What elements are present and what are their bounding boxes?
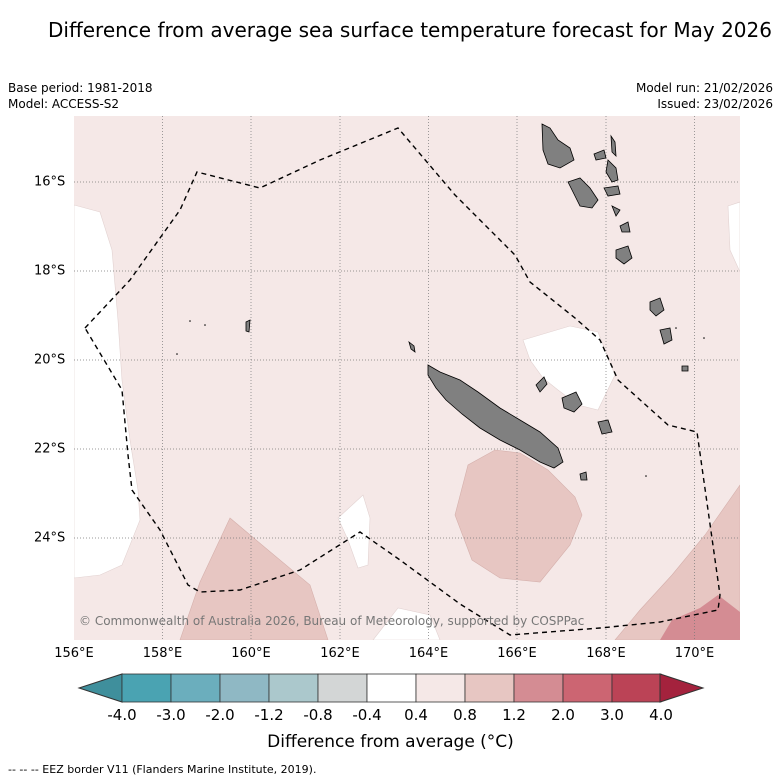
colorbar-segment: [170, 673, 221, 703]
colorbar-tick-label: 4.0: [649, 706, 673, 724]
land-mare: [597, 419, 613, 435]
colorbar-tick-label: 3.0: [600, 706, 624, 724]
colorbar-segment: [611, 673, 662, 703]
colorbar-tick-label: 2.0: [551, 706, 575, 724]
colorbar-tick-label: 0.4: [404, 706, 428, 724]
colorbar-tick-label: 1.2: [502, 706, 526, 724]
colorbar-title: Difference from average (°C): [267, 732, 514, 752]
land-new-caledonia: [427, 364, 564, 469]
colorbar-segment: [121, 673, 172, 703]
land-chesterfield: [245, 319, 251, 333]
colorbar-extend-low: [77, 673, 123, 703]
land-pentecost: [605, 159, 619, 183]
colorbar-tick-label: -0.4: [352, 706, 382, 724]
longitude-label: 164°E: [408, 646, 449, 661]
land-ambae: [593, 149, 607, 161]
colorbar-tick-label: -1.2: [254, 706, 284, 724]
eez-border: [84, 127, 721, 636]
latitude-label: 16°S: [34, 174, 66, 190]
longitude-label: 156°E: [54, 646, 94, 661]
neutral-patch-east: [522, 325, 616, 411]
latitude-label: 18°S: [34, 263, 66, 279]
latitude-label: 24°S: [34, 530, 66, 546]
land-matthew-island: [681, 365, 689, 372]
land-isle-of-pines: [579, 471, 588, 481]
meta-right: Model run: 21/02/2026 Issued: 23/02/2026: [636, 80, 773, 112]
graticule: [74, 116, 740, 640]
colorbar-tick-label: -2.0: [205, 706, 235, 724]
warm-anomaly-patch-central: [454, 449, 583, 583]
model-name: Model: ACCESS-S2: [8, 97, 120, 111]
sea-anomaly-background: [74, 116, 740, 640]
eez-footnote: -- -- -- EEZ border V11 (Flanders Marine…: [8, 763, 317, 776]
longitude-label: 166°E: [497, 646, 537, 661]
land-ouvea: [535, 376, 548, 393]
warm-anomaly-patch-strong: [660, 595, 740, 640]
colorbar-extend-high: [659, 673, 705, 703]
copyright-notice: © Commonwealth of Australia 2026, Bureau…: [79, 614, 585, 628]
land-malekula: [567, 177, 599, 209]
neutral-patch-northeast-edge: [727, 201, 740, 273]
land-maewo: [610, 134, 617, 158]
longitude-label: 170°E: [674, 646, 715, 661]
land-belep-islands: [408, 340, 416, 353]
land-efate: [619, 221, 631, 233]
colorbar-tick-label: -4.0: [107, 706, 137, 724]
neutral-patch-south-small: [337, 494, 371, 569]
issued-date: Issued: 23/02/2026: [657, 97, 773, 111]
model-run: Model run: 21/02/2026: [635, 81, 773, 95]
map-title: Difference from average sea surface temp…: [48, 18, 772, 42]
colorbar-segment: [317, 673, 368, 703]
colorbar-segment: [464, 673, 515, 703]
colorbar-segment: [415, 673, 466, 703]
land-ambrym: [603, 185, 621, 197]
land-aneityum: [659, 327, 673, 345]
warm-anomaly-patch-southeast: [614, 484, 740, 640]
meta-left: Base period: 1981-2018 Model: ACCESS-S2: [8, 80, 153, 112]
land-erromango: [615, 245, 633, 265]
colorbar-segment: [268, 673, 319, 703]
base-period: Base period: 1981-2018: [8, 81, 153, 95]
colorbar-segment: [219, 673, 270, 703]
longitude-label: 158°E: [142, 646, 183, 661]
longitude-label: 168°E: [586, 646, 626, 661]
warm-anomaly-patch-southwest: [179, 517, 329, 640]
neutral-patch-south-bottom: [372, 607, 441, 640]
neutral-patch-west: [74, 204, 141, 579]
colorbar-segment: [366, 673, 417, 703]
land-espiritu-santo: [541, 123, 575, 169]
longitude-label: 160°E: [231, 646, 271, 661]
colorbar-tick-label: -0.8: [303, 706, 333, 724]
colorbar-tick-label: 0.8: [453, 706, 477, 724]
land-epi: [611, 205, 621, 217]
colorbar-segment: [513, 673, 564, 703]
colorbar: [77, 673, 705, 703]
latitude-label: 22°S: [34, 441, 66, 457]
longitude-label: 162°E: [320, 646, 360, 661]
colorbar-segment: [562, 673, 613, 703]
latitude-label: 20°S: [34, 352, 66, 368]
colorbar-tick-label: -3.0: [156, 706, 186, 724]
land-tanna: [649, 297, 665, 317]
land-lifou: [561, 391, 583, 413]
